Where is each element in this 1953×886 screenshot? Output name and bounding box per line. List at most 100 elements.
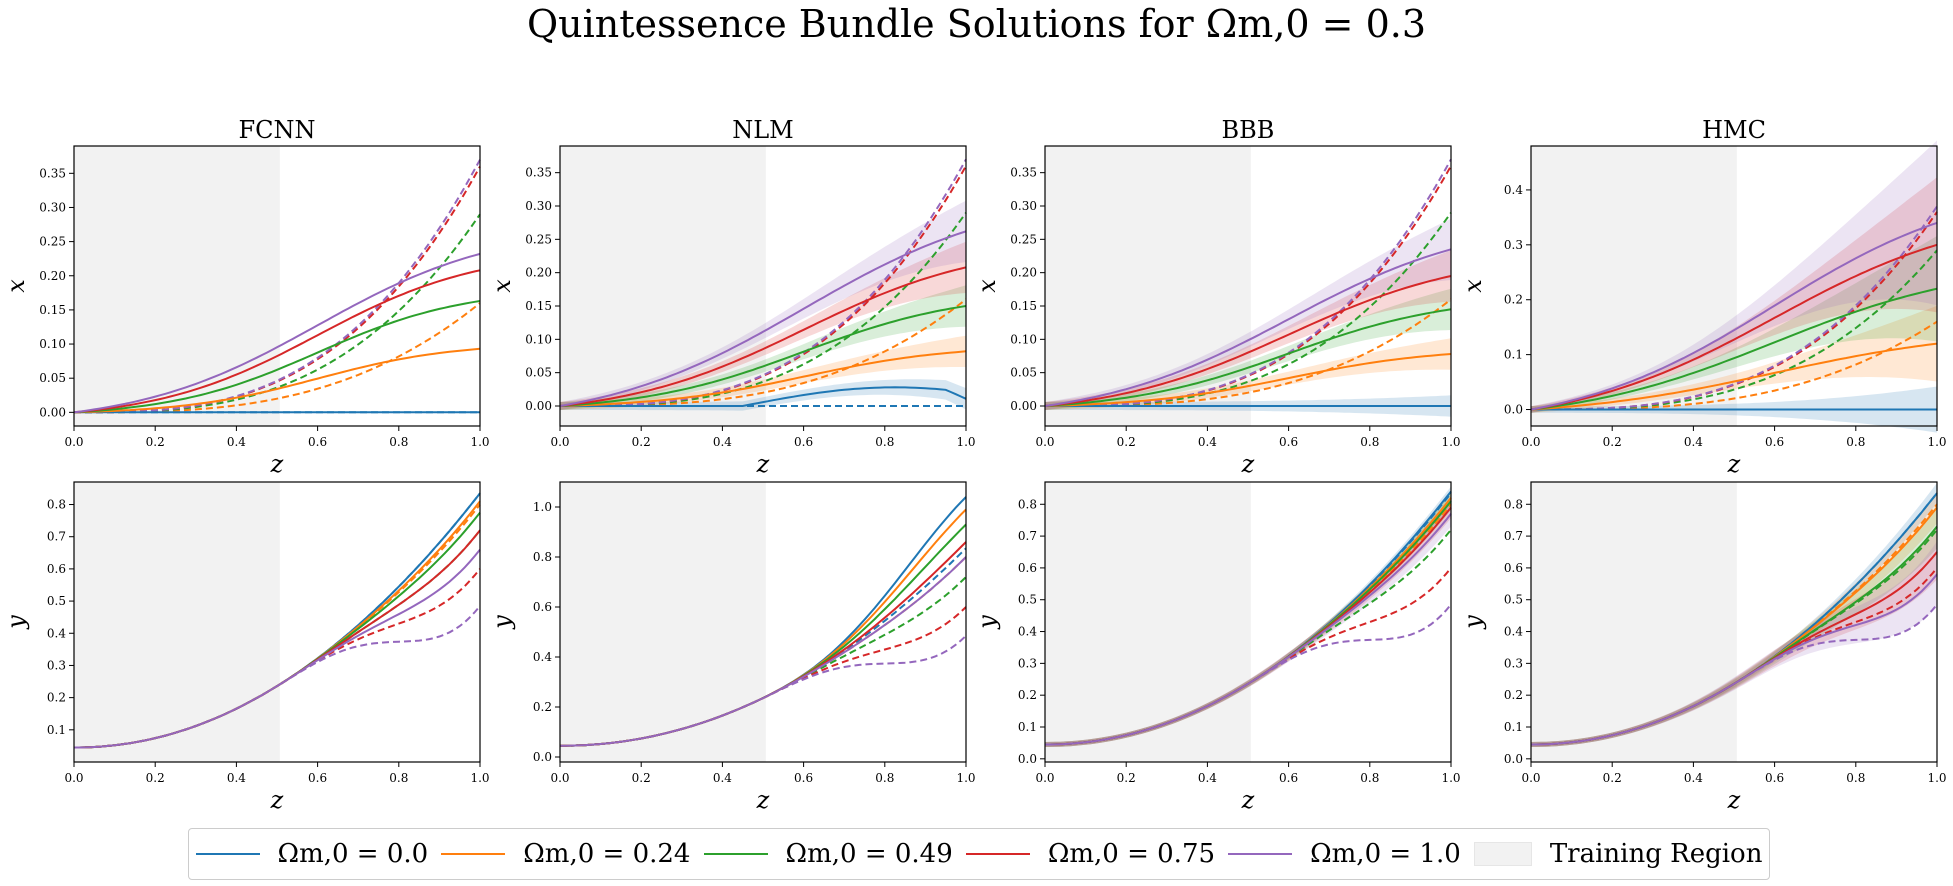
x-axis-label: z: [756, 450, 770, 478]
legend-swatch-3: [965, 853, 1030, 855]
y-tick-label: 0.2: [1504, 688, 1523, 702]
x-tick-label: 0.8: [389, 771, 408, 785]
training-region: [560, 482, 766, 762]
y-tick-label: 0.10: [525, 332, 552, 346]
analytic-curve-4: [560, 158, 967, 407]
y-tick-label: 0.3: [1504, 656, 1523, 670]
x-tick-label: 0.4: [1198, 435, 1217, 449]
y-tick-label: 0.35: [39, 166, 66, 180]
x-tick-label: 0.8: [875, 771, 894, 785]
y-tick-label: 0.05: [1010, 366, 1037, 380]
panel-title: BBB: [1222, 116, 1275, 144]
y-tick-label: 0.6: [47, 562, 66, 576]
panel-title: NLM: [732, 116, 794, 144]
y-axis-label: x: [1459, 279, 1487, 293]
y-tick-label: 0.2: [1018, 688, 1037, 702]
y-tick-label: 0.6: [1018, 561, 1037, 575]
training-region: [1045, 146, 1251, 426]
y-tick-label: 0.10: [39, 337, 66, 351]
x-tick-label: 0.4: [1198, 771, 1217, 785]
y-tick-label: 0.2: [1504, 293, 1523, 307]
axes-frame: [1044, 481, 1452, 763]
legend-label-3: Ωm,0 = 0.75: [1047, 839, 1216, 869]
predicted-curve-4: [559, 556, 967, 747]
predicted-curve-2: [559, 305, 967, 407]
y-tick-label: 0.00: [1010, 399, 1037, 413]
legend-label-1: Ωm,0 = 0.24: [523, 839, 691, 869]
x-tick-label: 0.6: [794, 771, 813, 785]
x-tick-label: 0.4: [1684, 435, 1703, 449]
y-tick-label: 0.8: [1018, 497, 1037, 511]
y-tick-label: 0.3: [1504, 238, 1523, 252]
x-tick-label: 1.0: [1441, 771, 1460, 785]
legend-label-2: Ωm,0 = 0.49: [785, 839, 953, 869]
figure-title: Quintessence Bundle Solutions for Ωm,0 =…: [526, 2, 1427, 46]
y-axis-label: y: [1459, 615, 1487, 630]
y-tick-label: 0.15: [39, 303, 66, 317]
x-tick-label: 0.8: [1846, 435, 1865, 449]
x-tick-label: 0.6: [1279, 435, 1298, 449]
panel-title: HMC: [1702, 116, 1766, 144]
x-tick-label: 0.8: [1360, 435, 1379, 449]
predicted-curve-4: [1530, 221, 1938, 411]
predicted-curve-4: [73, 252, 481, 414]
predicted-curve-2: [1530, 287, 1938, 411]
x-tick-label: 0.0: [1035, 771, 1054, 785]
y-tick-label: 0.1: [1504, 348, 1523, 362]
legend-item-5: Training Region: [1473, 839, 1762, 869]
axes-frame: [1044, 145, 1452, 427]
x-tick-label: 0.2: [146, 771, 165, 785]
uncertainty-band-1: [1531, 305, 1937, 413]
y-tick-label: 0.00: [525, 399, 552, 413]
y-tick-label: 0.25: [1010, 232, 1037, 246]
y-axis-label: x: [973, 279, 1001, 293]
x-tick-label: 1.0: [470, 435, 489, 449]
y-tick-label: 0.3: [1018, 656, 1037, 670]
x-tick-label: 1.0: [1927, 435, 1946, 449]
analytic-curve-4: [1045, 158, 1452, 407]
predicted-curve-4: [559, 230, 967, 407]
legend-swatch-training: [1473, 842, 1532, 866]
predicted-curve-1: [73, 347, 481, 414]
axes-frame: [1530, 481, 1938, 763]
training-region: [1531, 482, 1737, 762]
x-tick-label: 0.4: [227, 435, 246, 449]
uncertainty-band-2: [560, 285, 966, 410]
y-tick-label: 0.30: [525, 199, 552, 213]
y-tick-label: 0.35: [1010, 166, 1037, 180]
x-tick-label: 0.4: [713, 435, 732, 449]
panel-2: 0.0 0.2 0.4 0.6 0.8 1.0 0.00 0.05 0.10 0.15 0.20 0.…: [973, 116, 1461, 478]
y-tick-label: 0.0: [1504, 752, 1523, 766]
analytic-curve-4: [74, 159, 481, 414]
y-tick-label: 0.3: [47, 658, 66, 672]
uncertainty-band-2: [1045, 288, 1451, 410]
legend-item-0: Ωm,0 = 0.0: [195, 839, 428, 869]
predicted-curve-4: [1531, 573, 1938, 746]
legend-item-4: Ωm,0 = 1.0: [1228, 839, 1461, 869]
x-tick-label: 0.2: [632, 435, 651, 449]
axes-frame: [559, 145, 967, 427]
predicted-curve-4: [1045, 513, 1452, 746]
y-tick-label: 0.0: [1018, 752, 1037, 766]
legend-item-3: Ωm,0 = 0.75: [965, 839, 1216, 869]
y-tick-label: 0.8: [533, 550, 552, 564]
x-tick-label: 0.6: [308, 771, 327, 785]
y-tick-label: 0.15: [1010, 299, 1037, 313]
x-tick-label: 0.6: [308, 435, 327, 449]
x-tick-label: 1.0: [1927, 771, 1946, 785]
x-tick-label: 0.6: [1765, 435, 1784, 449]
x-tick-label: 0.0: [550, 771, 569, 785]
y-tick-label: 0.25: [39, 235, 66, 249]
y-tick-label: 0.4: [1018, 625, 1037, 639]
training-region: [74, 482, 280, 762]
y-tick-label: 0.30: [1010, 199, 1037, 213]
y-tick-label: 0.05: [39, 371, 66, 385]
y-tick-label: 0.5: [47, 594, 66, 608]
legend-swatch-0: [195, 853, 260, 855]
panel-1: 0.0 0.2 0.4 0.6 0.8 1.0 0.00 0.05 0.10 0.15 0.20 0.…: [488, 116, 976, 478]
panel-6: 0.0 0.2 0.4 0.6 0.8 1.0 0.0 0.1 0.2 0.3 0.4 0.5 0.6 0…: [973, 481, 1461, 814]
x-tick-label: 0.0: [1521, 771, 1540, 785]
y-tick-label: 0.5: [1504, 593, 1523, 607]
y-tick-label: 0.10: [1010, 332, 1037, 346]
